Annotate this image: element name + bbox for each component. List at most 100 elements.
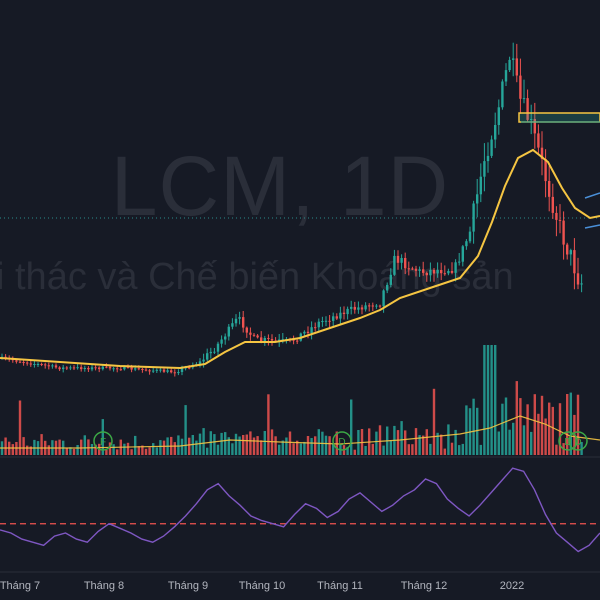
highlight-zone bbox=[518, 112, 600, 123]
volume-bar bbox=[281, 440, 284, 455]
indicator-marker-circle bbox=[332, 431, 352, 451]
candle-body bbox=[425, 272, 428, 276]
candle-body bbox=[515, 58, 518, 76]
volume-bar bbox=[22, 437, 25, 455]
candle-body bbox=[411, 268, 414, 270]
candle-body bbox=[530, 119, 533, 120]
volume-bar bbox=[440, 434, 443, 455]
volume-bar bbox=[501, 403, 504, 455]
candle-body bbox=[382, 290, 385, 307]
candle-body bbox=[245, 327, 248, 333]
candle-body bbox=[198, 361, 202, 365]
volume-bar bbox=[494, 345, 497, 455]
volume-bar bbox=[414, 428, 418, 455]
volume-bar bbox=[364, 446, 367, 455]
candle-body bbox=[98, 367, 101, 370]
volume-bar bbox=[238, 436, 241, 455]
indicator-marker-label: D bbox=[574, 437, 581, 448]
x-tick-label: 2022 bbox=[499, 580, 525, 592]
candle-body bbox=[324, 320, 328, 322]
indicator-marker-circle bbox=[93, 431, 113, 451]
volume-bar bbox=[116, 449, 119, 455]
volume-bar bbox=[148, 447, 151, 455]
candle-body bbox=[18, 361, 22, 363]
volume-bar bbox=[389, 440, 392, 455]
volume-bar bbox=[263, 431, 266, 455]
candle-body bbox=[447, 271, 450, 274]
volume-bar bbox=[479, 444, 482, 455]
candle-body bbox=[126, 366, 130, 368]
candle-body bbox=[310, 327, 313, 333]
moving-average-line bbox=[0, 148, 600, 370]
candle-body bbox=[224, 336, 227, 340]
x-tick-label: Tháng 12 bbox=[400, 580, 448, 592]
volume-bar bbox=[162, 440, 166, 455]
candle-body bbox=[422, 269, 425, 273]
candle-body bbox=[303, 331, 306, 334]
volume-bar bbox=[400, 421, 403, 455]
candle-body bbox=[69, 367, 72, 369]
volume-bar bbox=[486, 345, 490, 455]
candle-body bbox=[202, 359, 205, 362]
volume-bar bbox=[411, 444, 414, 455]
volume-bar bbox=[375, 431, 378, 455]
candle-body bbox=[65, 367, 68, 369]
candle-body bbox=[101, 366, 104, 370]
candle-body bbox=[260, 337, 263, 342]
volume-bar bbox=[90, 444, 94, 455]
candle-body bbox=[152, 370, 155, 372]
volume-bar bbox=[180, 438, 184, 455]
volume-bar bbox=[576, 394, 580, 455]
candle-body bbox=[54, 365, 58, 368]
candle-body bbox=[566, 244, 569, 255]
volume-bar bbox=[274, 436, 277, 455]
volume-bar bbox=[220, 432, 223, 455]
rsi-line bbox=[0, 467, 600, 553]
volume-bar bbox=[202, 428, 205, 455]
volume-bar bbox=[350, 399, 353, 455]
volume-bar bbox=[332, 443, 335, 455]
volume-bar bbox=[540, 395, 544, 455]
volume-bar bbox=[18, 400, 22, 455]
candle-body bbox=[134, 368, 137, 370]
candle-body bbox=[522, 98, 526, 100]
candle-body bbox=[418, 269, 421, 271]
candle-body bbox=[144, 369, 148, 371]
volume-bar bbox=[69, 447, 72, 455]
candle-body bbox=[432, 269, 436, 274]
candle-body bbox=[314, 327, 317, 329]
indicator-marker-label: F bbox=[100, 437, 106, 448]
volume-bar bbox=[252, 437, 256, 455]
volume-bar bbox=[490, 345, 493, 455]
candle-body bbox=[490, 139, 493, 156]
candle-body bbox=[40, 364, 43, 365]
volume-bar bbox=[404, 430, 407, 455]
candle-body bbox=[440, 270, 443, 274]
candle-body bbox=[504, 70, 508, 82]
candle-body bbox=[386, 284, 389, 291]
candle-body bbox=[213, 351, 216, 353]
candle-body bbox=[353, 306, 356, 310]
volume-bar bbox=[292, 443, 295, 455]
x-tick-label: Tháng 8 bbox=[83, 580, 125, 592]
candle-body bbox=[51, 365, 54, 367]
time-axis[interactable]: Tháng 7 Tháng 8 Tháng 9 Tháng 10 Tháng 1… bbox=[0, 572, 600, 600]
candle-body bbox=[414, 268, 418, 271]
candle-body bbox=[350, 306, 353, 309]
volume-bar bbox=[184, 405, 187, 455]
volume-bar bbox=[353, 449, 356, 455]
candle-body bbox=[368, 305, 371, 307]
candle-body bbox=[155, 369, 158, 371]
volume-bar bbox=[396, 430, 400, 455]
candle-body bbox=[141, 369, 144, 370]
x-tick-label: Tháng 10 bbox=[238, 580, 286, 592]
candle-body bbox=[533, 119, 536, 134]
volume-bar bbox=[94, 444, 97, 455]
candle-body bbox=[371, 305, 374, 307]
candle-body bbox=[72, 367, 76, 369]
candle-body bbox=[267, 338, 270, 339]
candle-body bbox=[130, 367, 133, 370]
candle-body bbox=[180, 368, 184, 372]
volume-bar bbox=[195, 440, 198, 455]
